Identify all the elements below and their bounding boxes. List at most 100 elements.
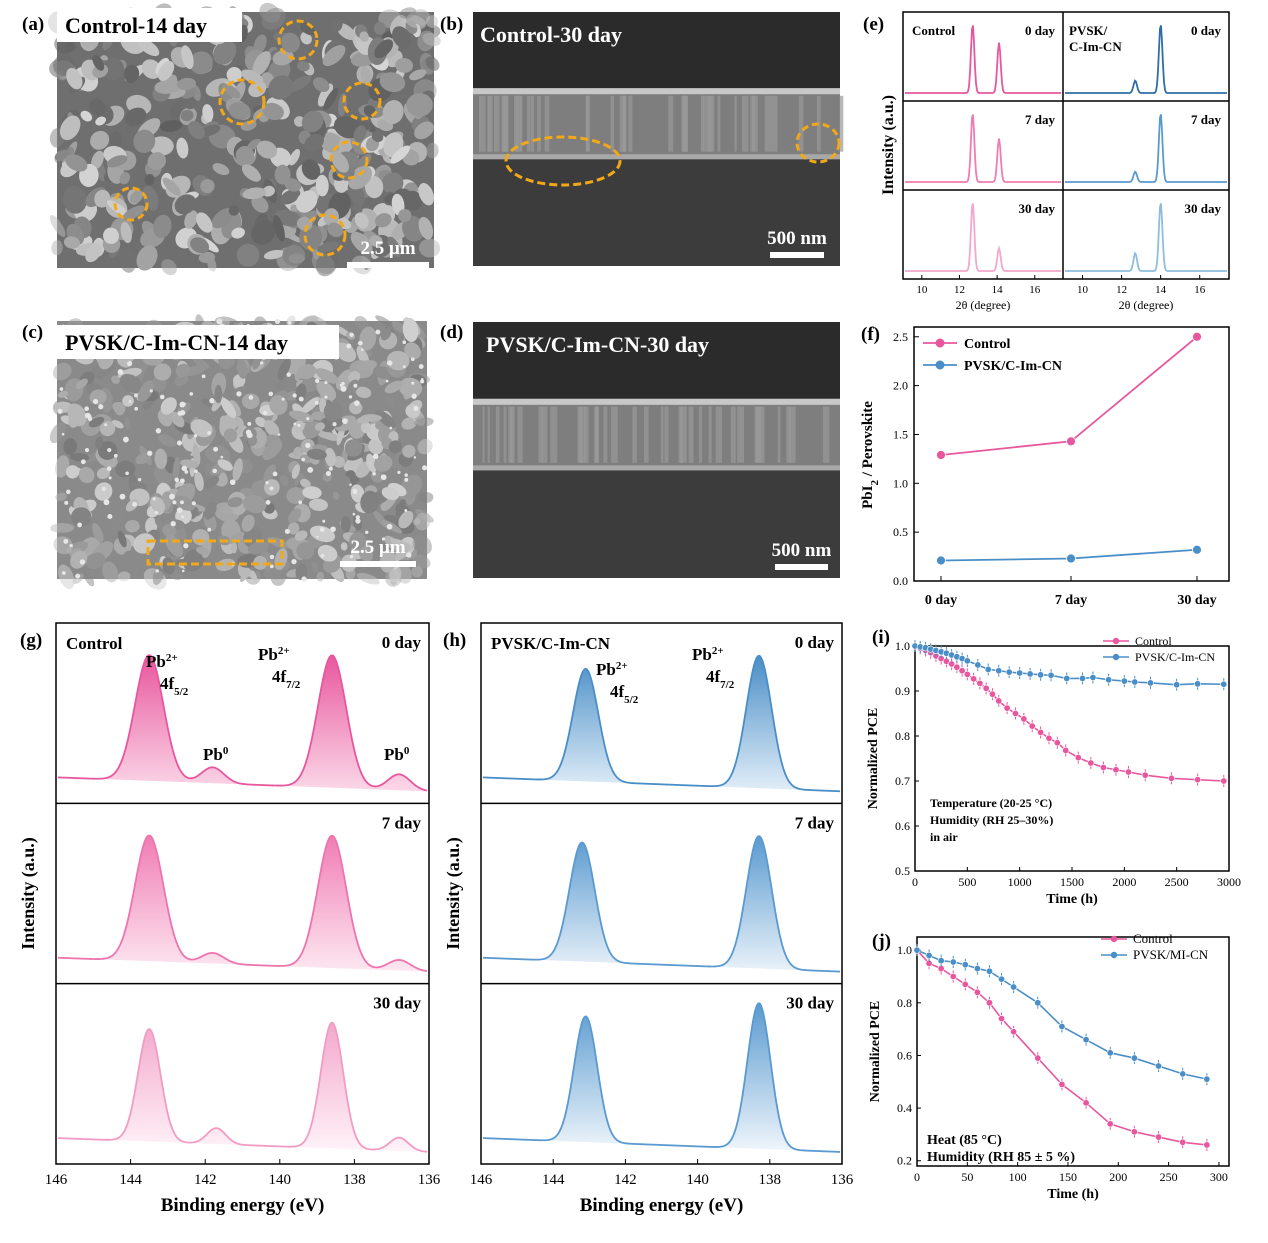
film-interface (473, 154, 840, 160)
grain (315, 368, 339, 384)
legend-label: Control (964, 337, 1011, 352)
grain (94, 482, 113, 501)
grain (99, 421, 116, 437)
grain (417, 439, 433, 455)
bright-particle (281, 397, 285, 401)
grain (189, 51, 213, 75)
bright-particle (207, 527, 212, 532)
panel-c-scale: 2.5 μm (350, 537, 405, 558)
bright-particle (320, 553, 325, 558)
grain-column (688, 406, 694, 463)
bright-particle (57, 408, 63, 414)
stability-point (1220, 680, 1228, 688)
grain (192, 443, 201, 466)
legend-marker (1110, 935, 1118, 943)
bright-particle (119, 493, 126, 500)
bright-particle (268, 391, 274, 397)
bright-particle (272, 471, 278, 477)
bright-particle (422, 465, 428, 471)
stability-tick-label: 0 (914, 1170, 920, 1184)
grain (124, 64, 140, 83)
stability-point (1179, 1138, 1187, 1146)
xps-day-label: 30 day (373, 994, 421, 1013)
bright-particle (176, 507, 183, 514)
stability-point (1074, 754, 1082, 762)
bright-particle (293, 422, 297, 426)
grain (62, 185, 87, 214)
bright-particle (113, 453, 118, 458)
xrd-day-label: 0 day (1025, 23, 1055, 38)
grain (66, 67, 83, 90)
grain (65, 154, 88, 172)
stability-point (988, 690, 996, 698)
h-label-pb-4f72: Pb2+ (692, 645, 724, 664)
grain-column (741, 95, 749, 152)
grain (58, 564, 75, 590)
bright-particle (177, 411, 183, 416)
grain (120, 221, 132, 244)
defect-circle (303, 213, 347, 257)
xrd-pattern (1065, 25, 1227, 94)
grain (192, 357, 210, 370)
stability-point (963, 657, 971, 665)
bright-particle (265, 481, 269, 485)
grain (356, 477, 374, 487)
stability-point (1106, 1049, 1114, 1057)
grain (255, 416, 267, 428)
bright-particle (354, 400, 360, 406)
ratio-tick-label: 0.0 (893, 574, 908, 588)
film-interface (473, 465, 840, 471)
grain (71, 507, 92, 527)
bright-particle (413, 456, 417, 459)
bright-particle (183, 543, 189, 549)
grain (137, 380, 154, 402)
stability-point (998, 975, 1006, 983)
grain (380, 327, 392, 341)
stability-point (985, 967, 993, 975)
stability-series-line (916, 949, 1208, 1080)
grain (323, 401, 344, 421)
grain (125, 519, 140, 533)
ratio-category-label: 30 day (1177, 593, 1216, 608)
grain (281, 32, 300, 53)
defect-circle (329, 140, 369, 180)
grain (413, 358, 424, 374)
panel-g-letter: (g) (20, 630, 42, 651)
grain (352, 203, 363, 214)
bright-particle (305, 442, 311, 448)
xrd-tick-label: 10 (916, 284, 928, 296)
grain (119, 172, 131, 185)
grain (327, 222, 343, 238)
grain (190, 237, 210, 254)
bright-particle (346, 343, 352, 349)
grain (344, 439, 363, 457)
grain-column (527, 95, 531, 152)
grain (297, 61, 310, 72)
panel-e-xlabel: 2θ (degree) (956, 298, 1011, 312)
grain (118, 247, 136, 273)
bright-particle (386, 523, 393, 530)
xps-day-label: 0 day (795, 633, 835, 652)
bright-particle (61, 571, 66, 575)
grain (304, 133, 324, 152)
xps-spectrum-line (482, 654, 841, 793)
ratio-point (1066, 553, 1076, 564)
bright-particle (322, 519, 326, 523)
bright-particle (357, 340, 363, 346)
stability-point (1026, 670, 1034, 678)
grain (359, 31, 369, 42)
ratio-tick-label: 1.5 (893, 427, 908, 441)
grain (323, 87, 339, 111)
perovskite-layer (473, 88, 840, 160)
grain (122, 205, 145, 220)
bright-particle (107, 447, 112, 453)
grain (381, 172, 404, 195)
grain (300, 478, 311, 488)
grain (160, 397, 177, 415)
panel-d-scale: 500 nm (772, 540, 832, 561)
grain (129, 190, 144, 204)
grain (300, 396, 320, 414)
legend-label: PVSK/C-Im-CN (1135, 650, 1215, 664)
grain (170, 411, 185, 428)
grain-column (503, 406, 507, 463)
